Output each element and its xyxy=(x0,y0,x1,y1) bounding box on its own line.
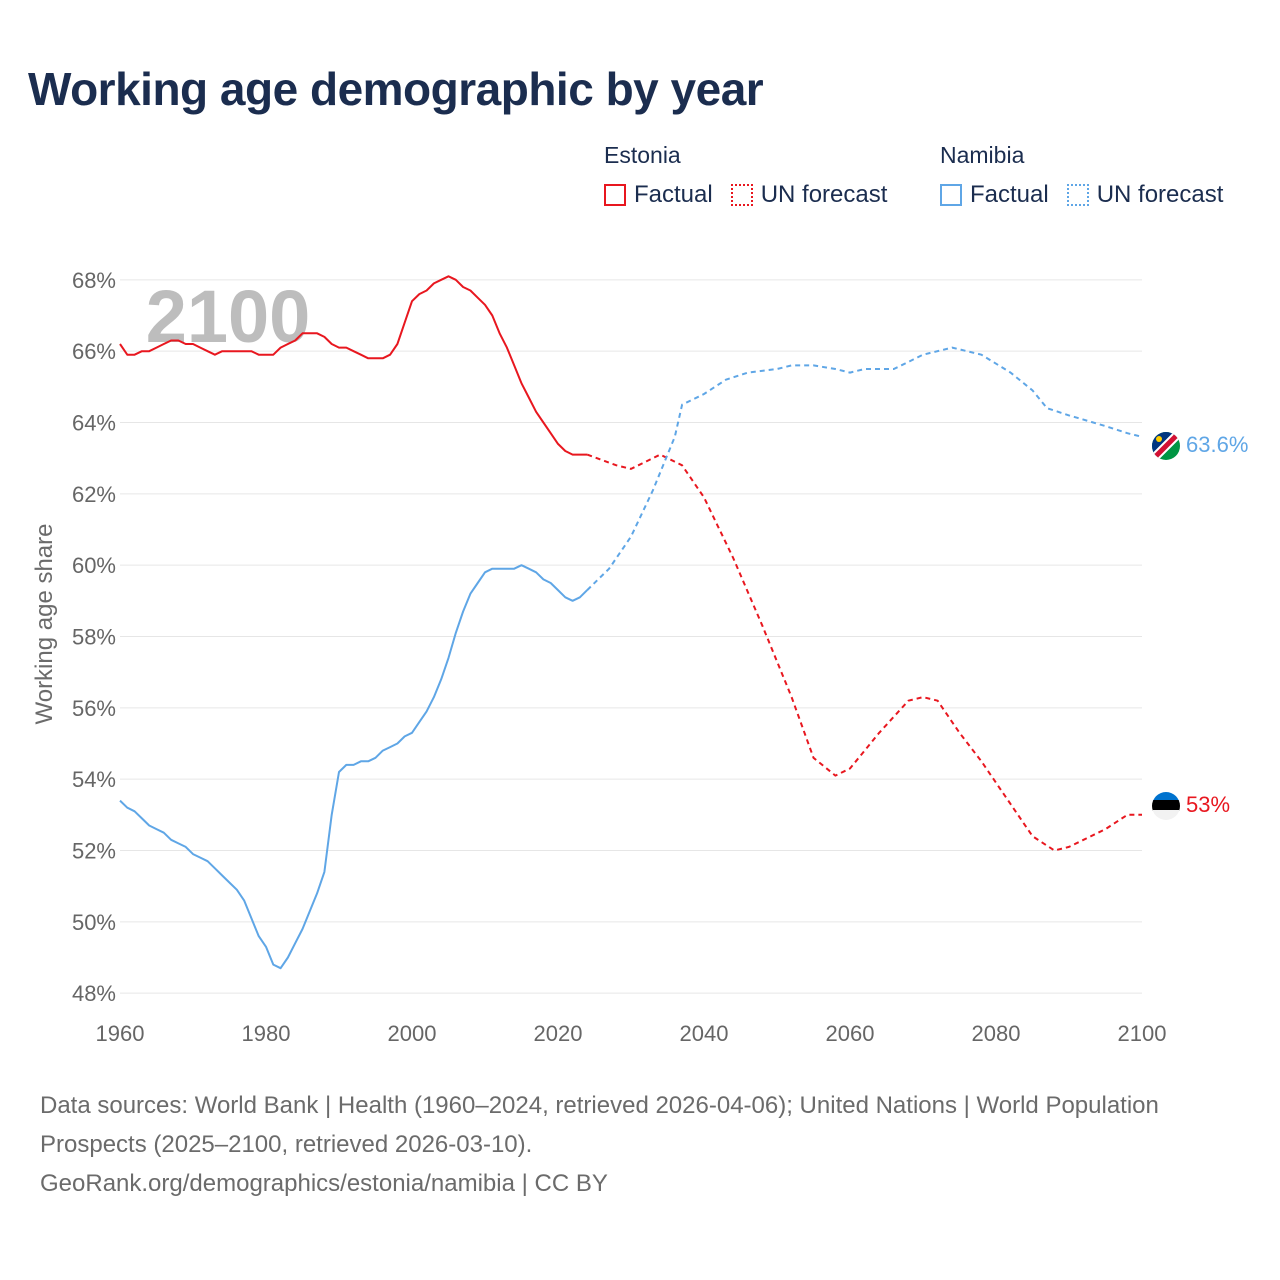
estonia-flag-icon xyxy=(1152,792,1180,820)
legend-namibia-factual-label: Factual xyxy=(970,181,1049,208)
y-tick-label: 64% xyxy=(72,411,116,436)
legend-namibia-forecast[interactable]: UN forecast xyxy=(1066,181,1224,209)
axes: 48% 50% 52% 54% 56% 58% 60% 62% 64% 66% 68% 1960 198… xyxy=(72,268,1167,1046)
legend-estonia-country: Estonia xyxy=(604,142,681,168)
y-tick-label: 48% xyxy=(72,981,116,1006)
x-tick-label: 2100 xyxy=(1118,1021,1167,1046)
legend-estonia-factual[interactable]: Factual xyxy=(604,181,713,209)
data-sources: Data sources: World Bank | Health (1960–… xyxy=(40,1092,1159,1158)
legend-estonia-factual-label: Factual xyxy=(634,181,713,208)
x-tick-label: 2080 xyxy=(972,1021,1021,1046)
y-tick-label: 66% xyxy=(72,339,116,364)
estonia-end-label: 53% xyxy=(1186,792,1230,817)
legend-namibia-forecast-swatch xyxy=(1066,184,1089,206)
footer: Data sources: World Bank | Health (1960–… xyxy=(40,1086,1220,1203)
estonia-factual-line xyxy=(119,275,588,456)
legend-namibia-factual[interactable]: Factual xyxy=(940,181,1049,209)
namibia-flag-icon xyxy=(1152,432,1180,460)
legend-estonia-factual-swatch xyxy=(604,184,626,206)
legend-estonia: Estonia Factual UN forecast xyxy=(604,142,905,209)
y-axis-label: Working age share xyxy=(31,524,58,725)
x-tick-label: 2000 xyxy=(388,1021,437,1046)
namibia-end-label: 63.6% xyxy=(1186,432,1248,457)
legend-namibia-factual-swatch xyxy=(940,184,962,206)
year-watermark: 2100 xyxy=(146,275,311,358)
legend-namibia-forecast-label: UN forecast xyxy=(1096,181,1224,208)
line-chart: 2100 48% 50% 52% 54% 56% 58% 60% 62% 64% 66% 68% 19… xyxy=(31,268,1248,1046)
legend-namibia: Namibia Factual UN forecast xyxy=(940,142,1241,209)
y-tick-label: 50% xyxy=(72,910,116,935)
legend-estonia-forecast[interactable]: UN forecast xyxy=(730,181,888,209)
attribution-link[interactable]: GeoRank.org/demographics/estonia/namibia… xyxy=(40,1170,608,1197)
y-tick-label: 62% xyxy=(72,482,116,507)
x-tick-label: 2060 xyxy=(826,1021,875,1046)
x-tick-label: 1960 xyxy=(96,1021,145,1046)
namibia-forecast-line xyxy=(586,346,1143,591)
chart-title: Working age demographic by year xyxy=(28,63,764,115)
x-tick-label: 2040 xyxy=(680,1021,729,1046)
y-tick-label: 52% xyxy=(72,839,116,864)
legend-estonia-forecast-label: UN forecast xyxy=(760,181,888,208)
x-tick-label: 1980 xyxy=(242,1021,291,1046)
y-tick-label: 60% xyxy=(72,553,116,578)
series xyxy=(119,275,1143,970)
legend-namibia-country: Namibia xyxy=(940,142,1025,168)
estonia-forecast-line xyxy=(586,453,1142,852)
y-tick-label: 68% xyxy=(72,268,116,293)
x-tick-label: 2020 xyxy=(534,1021,583,1046)
namibia-factual-line xyxy=(119,564,588,970)
y-tick-label: 54% xyxy=(72,767,116,792)
y-tick-label: 58% xyxy=(72,625,116,650)
gridlines xyxy=(120,279,1142,994)
y-tick-label: 56% xyxy=(72,696,116,721)
legend-estonia-forecast-swatch xyxy=(730,184,753,206)
